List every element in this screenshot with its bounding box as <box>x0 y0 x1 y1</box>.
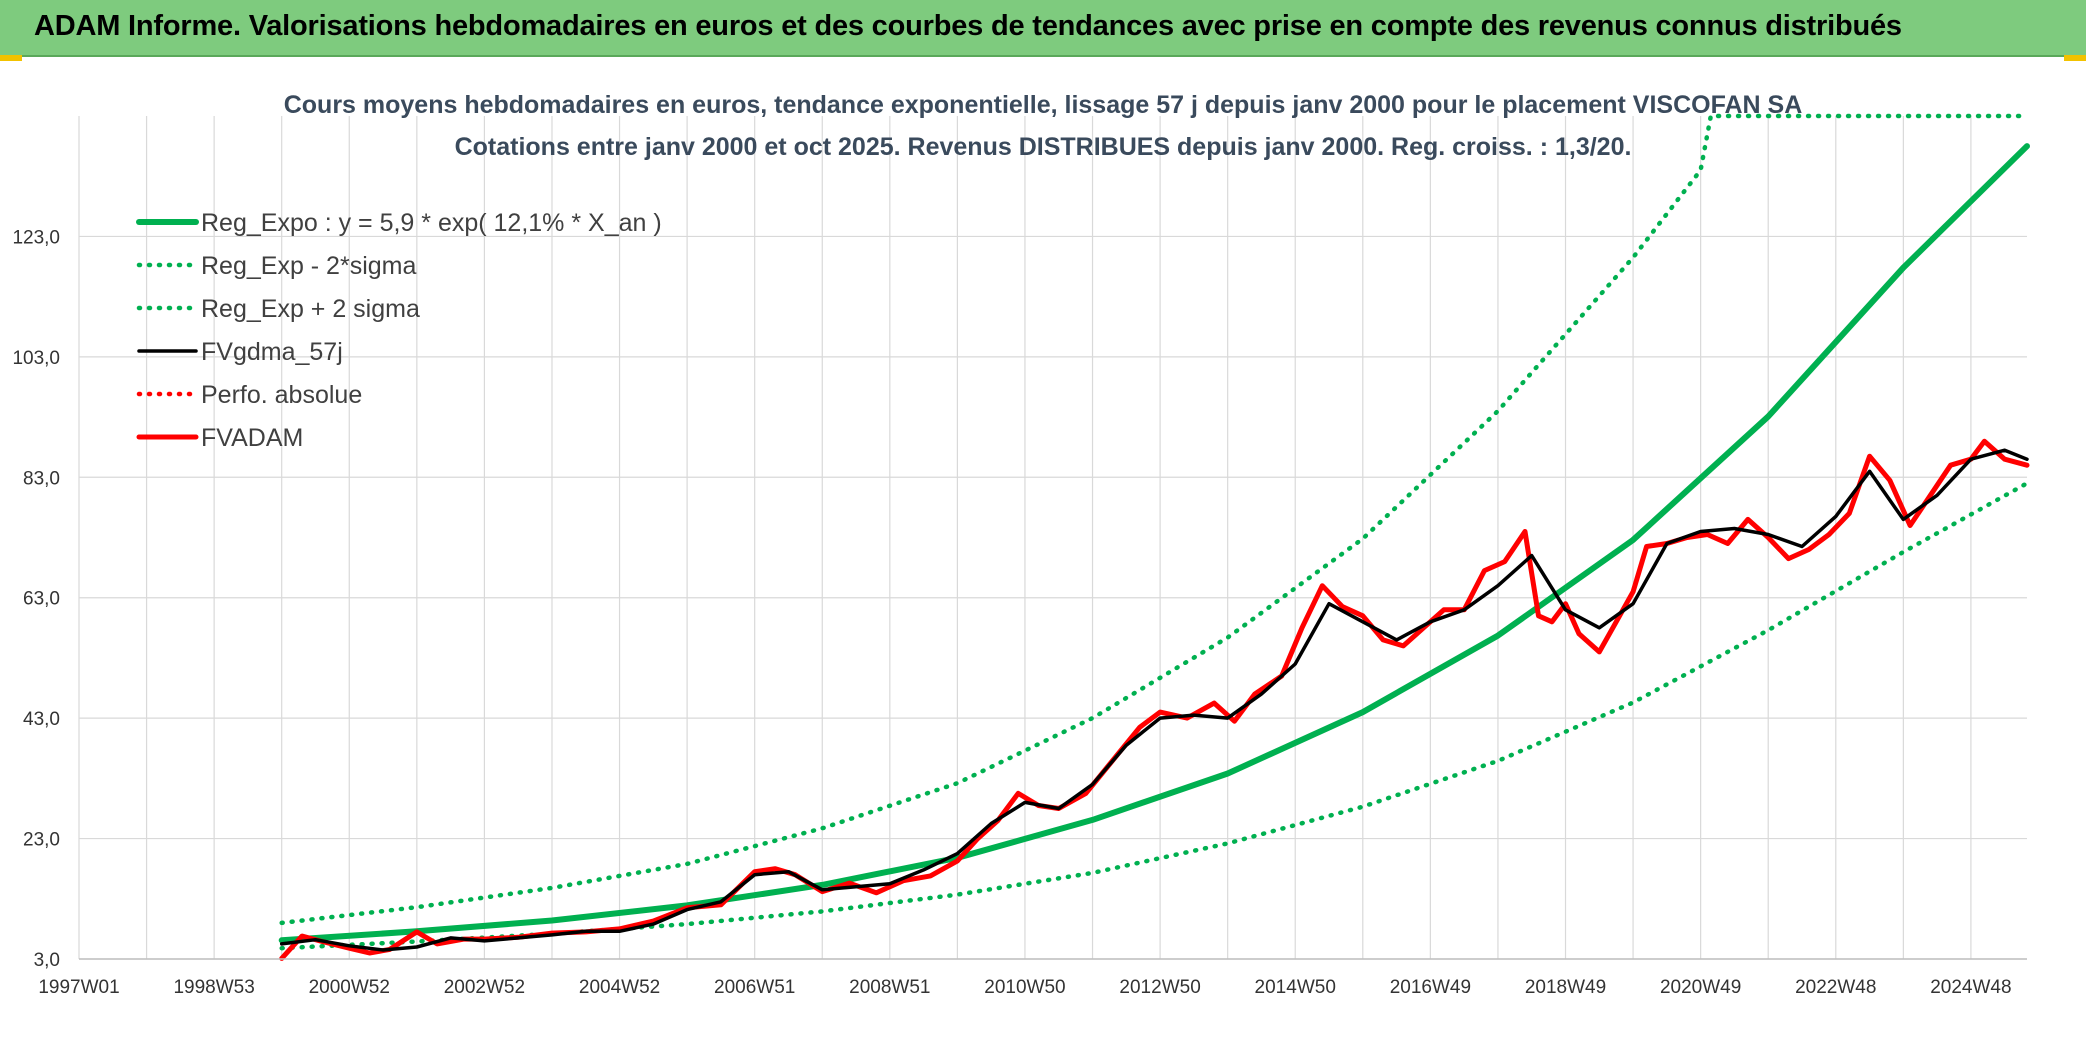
x-tick-label: 2024W48 <box>1930 977 2011 998</box>
x-tick-label: 1997W01 <box>38 977 119 998</box>
series-line-3 <box>279 448 2029 952</box>
x-tick-label: 2020W49 <box>1660 977 1741 998</box>
corner-mark-right <box>2064 55 2086 61</box>
x-tick-label: 2010W50 <box>984 977 1065 998</box>
y-tick-label: 83,0 <box>23 468 60 489</box>
x-tick-label: 2008W51 <box>849 977 930 998</box>
x-tick-label: 2000W52 <box>309 977 390 998</box>
report-banner: ADAM Informe. Valorisations hebdomadaire… <box>0 0 2086 57</box>
corner-mark-left <box>0 55 22 61</box>
series-line-2 <box>279 113 2030 926</box>
grid-layer <box>78 116 2027 960</box>
axes: 3,0 23,0 43,0 63,0 83,0 103,0 123,0 1997W01 1998… <box>12 227 2027 998</box>
legend-label: FVgdma_57j <box>201 338 343 366</box>
y-tick-label: 3,0 <box>34 950 60 971</box>
x-tick-label: 2018W49 <box>1525 977 1606 998</box>
chart-subtitle: Cotations entre janv 2000 et oct 2025. R… <box>455 133 1632 161</box>
series-line-1 <box>279 481 2030 951</box>
legend-label: Reg_Exp + 2 sigma <box>201 295 420 323</box>
series-layer <box>278 113 2030 961</box>
legend-label: FVADAM <box>201 424 303 452</box>
y-tick-label: 43,0 <box>23 709 60 730</box>
x-tick-label: 2022W48 <box>1795 977 1876 998</box>
x-tick-label: 2012W50 <box>1119 977 1200 998</box>
y-tick-label: 103,0 <box>12 348 60 369</box>
report-title: ADAM Informe. Valorisations hebdomadaire… <box>34 10 1902 42</box>
x-tick-label: 1998W53 <box>173 977 254 998</box>
y-tick-label: 123,0 <box>12 227 60 248</box>
legend: Reg_Expo : y = 5,9 * exp( 12,1% * X_an )… <box>136 209 662 452</box>
legend-label: Reg_Expo : y = 5,9 * exp( 12,1% * X_an ) <box>201 209 662 237</box>
x-tick-label: 2006W51 <box>714 977 795 998</box>
legend-label: Reg_Exp - 2*sigma <box>201 252 416 280</box>
legend-label: Perfo. absolue <box>201 381 362 409</box>
series-line-0 <box>278 143 2030 944</box>
x-tick-label: 2002W52 <box>444 977 525 998</box>
x-tick-label: 2004W52 <box>579 977 660 998</box>
y-tick-label: 63,0 <box>23 589 60 610</box>
chart-title: Cours moyens hebdomadaires en euros, ten… <box>284 91 1803 119</box>
x-tick-label: 2016W49 <box>1390 977 1471 998</box>
x-tick-label: 2014W50 <box>1255 977 1336 998</box>
y-tick-label: 23,0 <box>23 830 60 851</box>
